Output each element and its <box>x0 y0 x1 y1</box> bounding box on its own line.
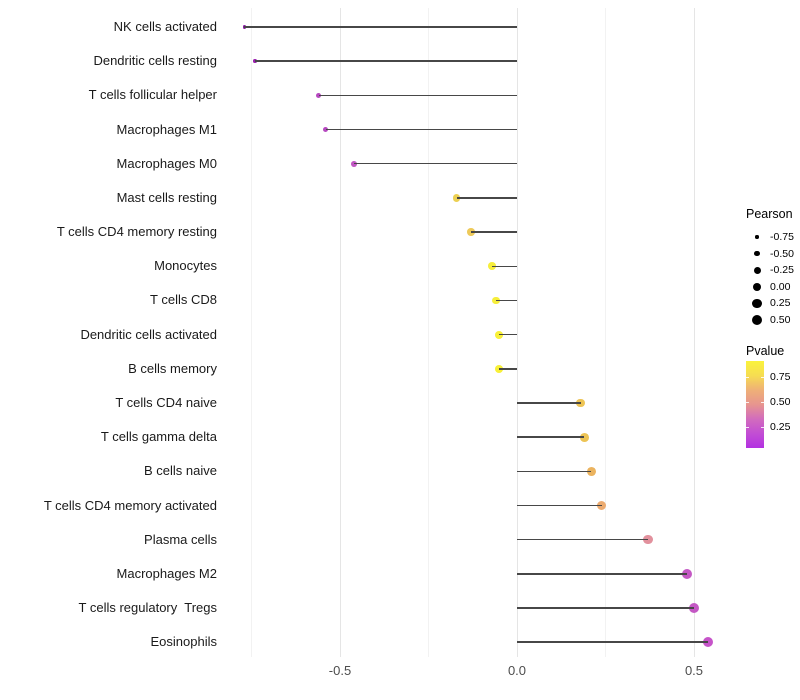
gridline-major <box>339 8 341 657</box>
y-axis-label: Mast cells resting <box>116 189 217 205</box>
legend-size-dot <box>753 266 761 274</box>
lollipop-stem <box>244 26 517 28</box>
lollipop-stem <box>255 60 517 62</box>
x-axis-tick-label: 0.5 <box>684 663 704 678</box>
lollipop-stem <box>499 333 517 336</box>
legend-size-dot <box>755 235 759 239</box>
pvalue-gradient-bar <box>746 361 764 448</box>
lollipop-stem <box>517 436 585 438</box>
y-axis-label: T cells gamma delta <box>100 429 217 445</box>
pvalue-tick-label: 0.50 <box>770 396 791 408</box>
gridline-minor <box>428 8 429 657</box>
data-point-dot <box>495 330 504 339</box>
pearson-legend-title: Pearson <box>746 207 793 221</box>
lollipop-stem <box>354 162 517 165</box>
pvalue-gradient-tick <box>746 377 749 378</box>
lollipop-stem <box>517 573 687 575</box>
x-axis-tick-label: -0.5 <box>328 663 352 678</box>
y-axis-label: Macrophages M2 <box>116 565 217 581</box>
data-point-dot <box>643 534 653 545</box>
y-axis-label: B cells naive <box>144 463 217 479</box>
pvalue-gradient-tick <box>746 427 749 428</box>
gridline-major <box>693 8 695 657</box>
lollipop-stem <box>517 538 648 541</box>
y-axis-label: T cells follicular helper <box>88 87 217 103</box>
lollipop-stem <box>517 641 709 643</box>
lollipop-stem <box>456 197 517 199</box>
lollipop-stem <box>517 607 694 609</box>
pvalue-gradient-tick <box>761 427 764 428</box>
legend-size-label: -0.75 <box>770 231 794 243</box>
pvalue-gradient-tick <box>761 402 764 403</box>
y-axis-label: Macrophages M0 <box>116 155 217 171</box>
pvalue-legend-title: Pvalue <box>746 344 785 358</box>
y-axis-label: Plasma cells <box>144 531 217 547</box>
lollipop-stem <box>495 299 517 302</box>
lollipop-stem <box>517 470 592 473</box>
y-axis-label: T cells CD4 memory resting <box>56 224 217 240</box>
lollipop-stem <box>470 231 517 233</box>
y-axis-label: T cells CD4 naive <box>115 394 217 410</box>
legend-size-label: -0.25 <box>770 264 794 277</box>
legend-size-label: 0.50 <box>770 314 791 326</box>
lollipop-stem <box>517 504 602 507</box>
y-axis-label: T cells CD8 <box>150 292 217 308</box>
legend-size-dot <box>752 282 762 291</box>
y-axis-label: Dendritic cells resting <box>93 53 217 69</box>
lollipop-stem <box>517 402 581 404</box>
lollipop-stem <box>318 94 517 97</box>
lollipop-stem <box>325 128 517 131</box>
legend-size-dot <box>754 250 760 257</box>
pvalue-gradient-tick <box>746 402 749 403</box>
data-point-dot <box>488 262 497 271</box>
legend-size-label: -0.50 <box>770 247 794 260</box>
data-point-dot <box>495 364 504 373</box>
data-point-dot <box>597 500 607 511</box>
y-axis-label: T cells regulatory Tregs <box>78 600 217 616</box>
y-axis-label: B cells memory <box>128 360 217 376</box>
pvalue-tick-label: 0.25 <box>770 421 791 433</box>
data-point-dot <box>681 568 692 579</box>
pvalue-gradient-tick <box>761 377 764 378</box>
y-axis-label: Monocytes <box>154 258 217 274</box>
y-axis-label: Dendritic cells activated <box>80 326 217 342</box>
data-point-dot <box>586 466 596 476</box>
pvalue-tick-label: 0.75 <box>770 371 791 383</box>
data-point-dot <box>491 296 500 305</box>
y-axis-label: Eosinophils <box>150 634 218 650</box>
gridline-major <box>516 8 518 657</box>
y-axis-label: Macrophages M1 <box>116 121 217 137</box>
legend-size-label: 0.00 <box>770 280 791 293</box>
x-axis-tick-label: 0.0 <box>507 663 527 678</box>
legend-size-label: 0.25 <box>770 297 791 310</box>
lollipop-stem <box>492 265 517 267</box>
legend-size-dot <box>752 315 762 325</box>
gridline-minor <box>251 8 252 657</box>
data-point-dot <box>351 160 357 167</box>
y-axis-label: NK cells activated <box>113 19 217 34</box>
y-axis-label: T cells CD4 memory activated <box>43 497 217 513</box>
lollipop-stem <box>499 368 517 370</box>
gridline-minor <box>605 8 606 657</box>
legend-size-dot <box>752 298 762 308</box>
